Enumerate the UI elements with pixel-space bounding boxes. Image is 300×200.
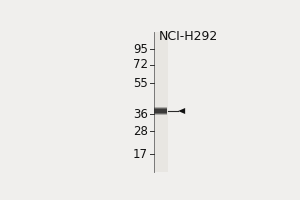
Text: 17: 17 bbox=[133, 148, 148, 161]
Bar bbox=[154, 32, 168, 172]
Polygon shape bbox=[178, 108, 185, 114]
Text: 55: 55 bbox=[133, 77, 148, 90]
Text: 72: 72 bbox=[133, 58, 148, 71]
Bar bbox=[154, 108, 167, 114]
Bar bbox=[154, 109, 167, 113]
Text: NCI-H292: NCI-H292 bbox=[159, 30, 218, 43]
Bar bbox=[154, 108, 167, 114]
Text: 95: 95 bbox=[133, 43, 148, 56]
Text: 28: 28 bbox=[133, 125, 148, 138]
Bar bbox=[154, 107, 167, 115]
Bar bbox=[154, 109, 167, 113]
Bar bbox=[154, 107, 167, 115]
Text: 36: 36 bbox=[133, 108, 148, 121]
